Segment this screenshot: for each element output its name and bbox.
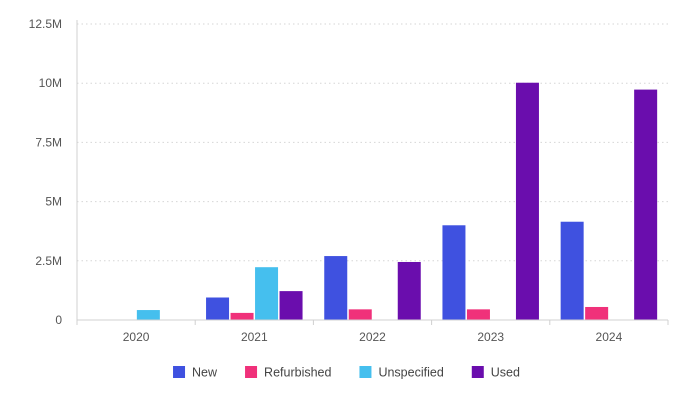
x-tick-label: 2023 [477,330,504,344]
x-tick-label: 2024 [596,330,623,344]
bars [136,82,658,320]
bar-new-2021[interactable] [206,297,230,320]
bar-unspecified-2021[interactable] [255,267,279,320]
legend-label: Unspecified [378,366,443,380]
legend-swatch [359,366,372,378]
y-tick-label: 7.5M [35,135,62,149]
bar-used-2024[interactable] [634,89,658,320]
legend-item-unspecified[interactable]: Unspecified [359,366,444,380]
legend-item-refurbished[interactable]: Refurbished [245,366,331,380]
y-tick-label: 10M [39,76,62,90]
legend-swatch [245,366,258,378]
bar-refurbished-2023[interactable] [466,309,490,320]
y-axis: 0 2.5M 5M 7.5M 10M 12.5M [29,17,78,327]
bar-refurbished-2021[interactable] [230,312,254,320]
legend-swatch [173,366,186,378]
bar-refurbished-2024[interactable] [585,306,609,320]
legend-label: Refurbished [264,366,331,380]
bar-new-2023[interactable] [442,225,466,320]
bar-refurbished-2022[interactable] [348,309,372,320]
bar-new-2024[interactable] [560,221,584,320]
x-tick-label: 2022 [359,330,386,344]
x-tick-label: 2020 [123,330,150,344]
y-tick-label: 2.5M [35,254,62,268]
legend-label: Used [491,366,520,380]
y-tick-label: 12.5M [29,17,62,31]
legend-label: New [192,366,218,380]
legend-item-new[interactable]: New [173,366,218,380]
x-axis: 2020 2021 2022 2023 2024 [76,319,669,344]
x-tick-label: 2021 [241,330,268,344]
bar-used-2023[interactable] [515,82,539,320]
legend-item-used[interactable]: Used [471,366,520,380]
y-tick-label: 0 [55,313,62,327]
bar-used-2022[interactable] [397,261,421,320]
bar-new-2022[interactable] [324,256,348,320]
y-tick-label: 5M [45,195,62,209]
legend[interactable]: New Refurbished Unspecified Used [173,366,520,380]
legend-swatch [471,366,484,378]
bar-unspecified-2020[interactable] [136,310,160,320]
bar-used-2021[interactable] [279,291,303,320]
